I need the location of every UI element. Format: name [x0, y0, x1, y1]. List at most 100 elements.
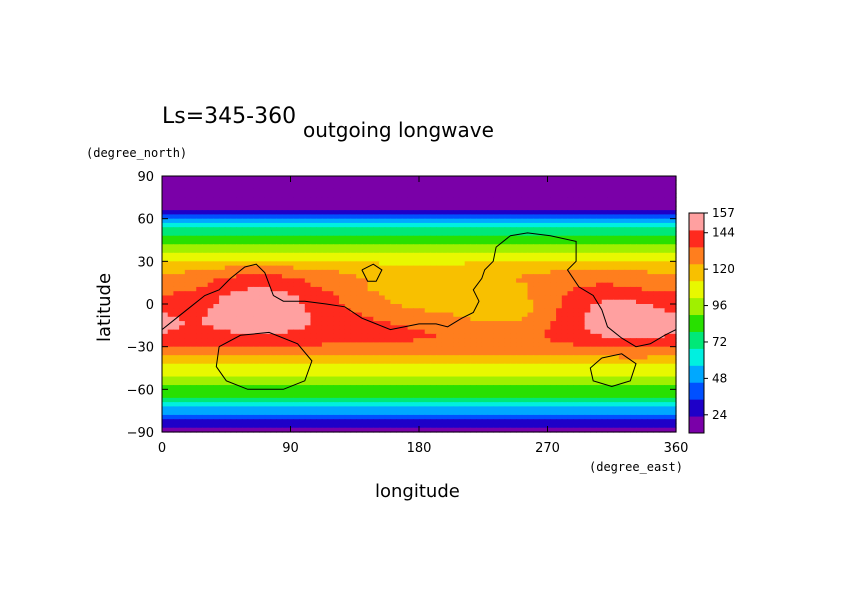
olr-field: [162, 176, 677, 433]
field-cell: [584, 244, 591, 250]
field-cell: [498, 376, 506, 382]
field-cell: [259, 176, 266, 181]
field-cell: [630, 193, 637, 198]
field-cell: [658, 265, 666, 271]
field-cell: [436, 176, 443, 181]
field-cell: [413, 278, 420, 284]
field-cell: [384, 316, 392, 322]
field-cell: [236, 410, 243, 416]
field-cell: [550, 252, 557, 258]
field-cell: [481, 218, 489, 224]
field-cell: [401, 372, 409, 378]
field-cell: [533, 389, 540, 395]
field-cell: [487, 291, 494, 297]
field-cell: [373, 380, 380, 386]
field-cell: [510, 180, 517, 186]
field-cell: [379, 346, 386, 352]
field-cell: [636, 193, 643, 198]
field-cell: [167, 350, 175, 356]
field-cell: [641, 346, 649, 352]
field-cell: [618, 325, 626, 331]
field-cell: [327, 359, 334, 365]
field-cell: [527, 308, 534, 314]
field-cell: [339, 338, 346, 343]
field-cell: [373, 376, 380, 382]
field-cell: [299, 363, 306, 369]
field-cell: [287, 363, 294, 369]
field-cell: [196, 265, 203, 271]
field-cell: [293, 346, 300, 352]
field-cell: [162, 355, 169, 361]
field-cell: [316, 397, 323, 403]
field-cell: [356, 397, 363, 403]
field-cell: [647, 363, 654, 369]
field-cell: [601, 350, 609, 356]
field-cell: [653, 406, 660, 412]
field-cell: [658, 205, 666, 211]
field-cell: [224, 235, 232, 241]
field-cell: [624, 372, 631, 378]
field-cell: [510, 304, 517, 309]
field-cell: [413, 227, 420, 233]
field-cell: [487, 308, 494, 314]
field-cell: [613, 393, 620, 399]
field-cell: [327, 210, 334, 215]
field-cell: [510, 248, 517, 254]
field-cell: [179, 389, 186, 395]
field-cell: [516, 176, 523, 181]
field-cell: [390, 410, 397, 416]
field-cell: [590, 227, 597, 233]
field-cell: [390, 376, 397, 382]
field-cell: [304, 316, 312, 322]
field-cell: [236, 299, 243, 305]
field-cell: [658, 193, 666, 198]
field-cell: [578, 312, 586, 318]
field-cell: [390, 350, 397, 356]
field-cell: [316, 308, 323, 314]
field-cell: [247, 214, 254, 220]
field-cell: [184, 252, 192, 258]
field-cell: [596, 265, 603, 271]
field-cell: [287, 244, 294, 250]
field-cell: [618, 346, 626, 352]
field-cell: [430, 180, 437, 186]
field-cell: [201, 214, 209, 220]
field-cell: [516, 210, 523, 215]
field-cell: [470, 227, 477, 233]
field-cell: [190, 338, 197, 343]
field-cell: [390, 201, 397, 207]
field-cell: [413, 274, 420, 279]
field-cell: [327, 201, 334, 207]
field-cell: [670, 385, 677, 390]
field-cell: [241, 359, 249, 365]
field-cell: [578, 201, 586, 207]
field-cell: [596, 333, 603, 339]
field-cell: [624, 304, 631, 309]
field-cell: [613, 180, 620, 186]
field-cell: [299, 205, 306, 211]
field-cell: [441, 231, 449, 237]
field-cell: [253, 188, 260, 194]
field-cell: [590, 180, 597, 186]
field-cell: [487, 180, 494, 186]
field-cell: [653, 321, 660, 326]
field-cell: [379, 397, 386, 403]
field-cell: [236, 257, 243, 262]
field-cell: [590, 265, 597, 271]
field-cell: [344, 282, 352, 288]
field-cell: [259, 205, 266, 211]
field-cell: [464, 295, 471, 301]
field-cell: [162, 291, 169, 297]
field-cell: [207, 389, 214, 395]
field-cell: [304, 355, 312, 361]
field-cell: [561, 274, 569, 279]
field-cell: [521, 372, 529, 378]
field-cell: [419, 397, 426, 403]
field-cell: [241, 346, 249, 352]
field-cell: [607, 235, 614, 241]
field-cell: [173, 222, 180, 228]
field-cell: [504, 197, 511, 203]
field-cell: [436, 372, 443, 378]
field-cell: [179, 372, 186, 378]
field-cell: [224, 312, 232, 318]
